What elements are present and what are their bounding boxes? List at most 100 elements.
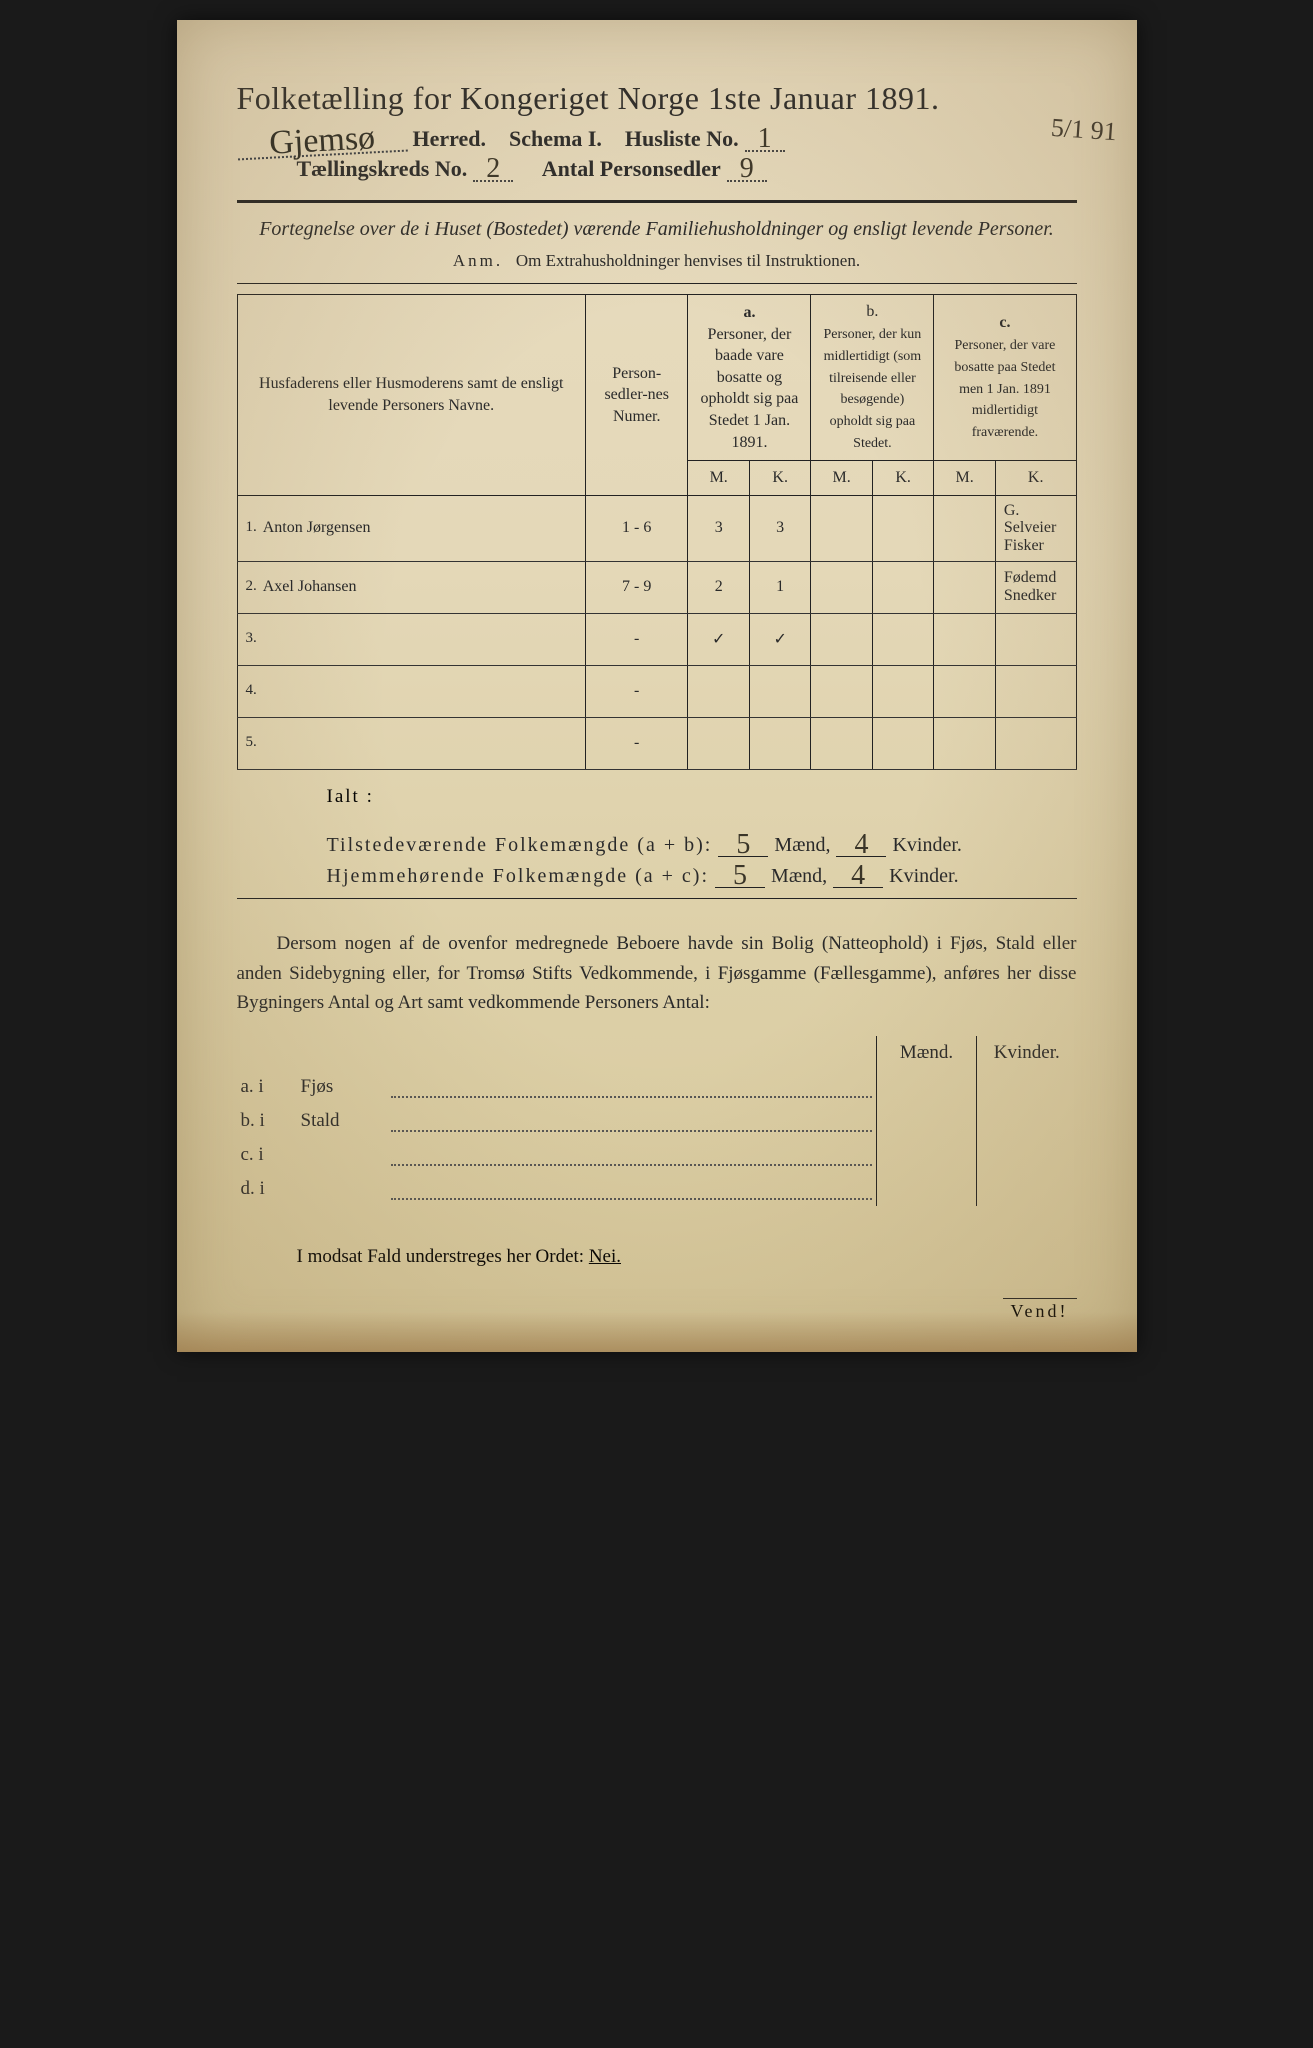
totals-block: Tilstedeværende Folkemængde (a + b): 5 M…: [327, 834, 1077, 889]
dot-leader: [391, 1084, 873, 1098]
bldg-k-cell: [977, 1070, 1077, 1104]
b-k-cell: [872, 613, 933, 665]
herred-label: Herred.: [413, 126, 487, 152]
col-header-a: a.Personer, der baade vare bosatte og op…: [688, 295, 811, 461]
name-cell: 2.Axel Johansen: [237, 561, 585, 613]
census-table: Husfaderens eller Husmoderens samt de en…: [237, 294, 1077, 769]
footer-line: I modsat Fald understreges her Ordet: Ne…: [297, 1246, 1077, 1268]
bldg-k-cell: [977, 1104, 1077, 1138]
sedler-cell: 7 - 9: [585, 561, 687, 613]
bldg-key: b. i: [237, 1104, 297, 1138]
herred-value: Gjemsø: [236, 123, 407, 161]
divider: [237, 200, 1077, 203]
kreds-value: 2: [473, 158, 513, 182]
a-m-cell: [688, 665, 749, 717]
bldg-head-female: Kvinder.: [977, 1036, 1077, 1070]
building-row: a. iFjøs: [237, 1070, 1077, 1104]
bldg-m-cell: [877, 1070, 977, 1104]
totals-present: Tilstedeværende Folkemængde (a + b): 5 M…: [327, 834, 1077, 857]
antal-label: Antal Personsedler: [542, 156, 721, 182]
bldg-key: c. i: [237, 1138, 297, 1172]
c-m-cell: [934, 665, 995, 717]
bldg-label: Stald: [297, 1104, 387, 1138]
sedler-cell: 1 - 6: [585, 495, 687, 561]
col-k: K.: [749, 461, 810, 496]
table-row: 1.Anton Jørgensen1 - 633G. Selveier Fisk…: [237, 495, 1076, 561]
name-cell: 1.Anton Jørgensen: [237, 495, 585, 561]
a-k-cell: 3: [749, 495, 810, 561]
table-row: 2.Axel Johansen7 - 921 Fødemd Snedker: [237, 561, 1076, 613]
husliste-label: Husliste No.: [625, 126, 739, 152]
b-m-cell: [811, 561, 872, 613]
col-header-b: b.Personer, der kun midlertidigt (som ti…: [811, 295, 934, 461]
b-k-cell: [872, 561, 933, 613]
dot-leader: [391, 1186, 873, 1200]
bldg-m-cell: [877, 1138, 977, 1172]
schema-label: Schema I.: [509, 126, 602, 152]
b-k-cell: [872, 495, 933, 561]
b-m-cell: [811, 717, 872, 769]
col-header-name: Husfaderens eller Husmoderens samt de en…: [237, 295, 585, 496]
bldg-key: d. i: [237, 1172, 297, 1206]
subheading: Fortegnelse over de i Huset (Bostedet) v…: [237, 215, 1077, 243]
b-k-cell: [872, 665, 933, 717]
resident-male: 5: [715, 865, 765, 888]
c-m-cell: [934, 561, 995, 613]
table-row: 4.-: [237, 665, 1076, 717]
sedler-cell: -: [585, 717, 687, 769]
a-k-cell: ✓: [749, 613, 810, 665]
table-row: 3.-✓✓: [237, 613, 1076, 665]
paper-stain: [177, 1312, 1137, 1352]
c-m-cell: [934, 495, 995, 561]
page-title: Folketælling for Kongeriget Norge 1ste J…: [237, 80, 1077, 117]
note-cell: [995, 665, 1076, 717]
a-m-cell: ✓: [688, 613, 749, 665]
building-row: b. iStald: [237, 1104, 1077, 1138]
bldg-k-cell: [977, 1138, 1077, 1172]
bldg-head-male: Mænd.: [877, 1036, 977, 1070]
b-m-cell: [811, 613, 872, 665]
col-m: M.: [934, 461, 995, 496]
a-k-cell: [749, 717, 810, 769]
note-cell: Fødemd Snedker: [995, 561, 1076, 613]
c-m-cell: [934, 613, 995, 665]
col-header-c: c.Personer, der vare bosatte paa Stedet …: [934, 295, 1076, 461]
b-k-cell: [872, 717, 933, 769]
header-row-1: Gjemsø Herred. Schema I. Husliste No. 1: [237, 123, 1077, 152]
col-m: M.: [811, 461, 872, 496]
antal-value: 9: [727, 158, 767, 182]
sedler-cell: -: [585, 665, 687, 717]
resident-female: 4: [833, 865, 883, 888]
col-k: K.: [872, 461, 933, 496]
building-row: d. i: [237, 1172, 1077, 1206]
name-cell: 5.: [237, 717, 585, 769]
a-m-cell: 2: [688, 561, 749, 613]
divider: [237, 283, 1077, 284]
divider: [237, 898, 1077, 899]
dot-leader: [391, 1152, 873, 1166]
anm-note: Anm. Om Extrahusholdninger henvises til …: [237, 251, 1077, 271]
note-cell: G. Selveier Fisker: [995, 495, 1076, 561]
note-cell: [995, 613, 1076, 665]
present-male: 5: [718, 834, 768, 857]
husliste-value: 1: [745, 128, 785, 152]
ialt-label: Ialt :: [327, 786, 1077, 808]
a-k-cell: 1: [749, 561, 810, 613]
dot-leader: [391, 1118, 873, 1132]
buildings-table: Mænd. Kvinder. a. iFjøsb. iStaldc. id. i: [237, 1036, 1077, 1206]
table-row: 5.-: [237, 717, 1076, 769]
a-k-cell: [749, 665, 810, 717]
b-m-cell: [811, 495, 872, 561]
building-row: c. i: [237, 1138, 1077, 1172]
b-m-cell: [811, 665, 872, 717]
present-female: 4: [836, 834, 886, 857]
buildings-paragraph: Dersom nogen af de ovenfor medregnede Be…: [237, 929, 1077, 1017]
bldg-key: a. i: [237, 1070, 297, 1104]
totals-resident: Hjemmehørende Folkemængde (a + c): 5 Mæn…: [327, 865, 1077, 888]
bldg-label: [297, 1172, 387, 1206]
bldg-m-cell: [877, 1172, 977, 1206]
col-header-number: Person-sedler-nes Numer.: [585, 295, 687, 496]
footer-nei: Nei.: [589, 1246, 621, 1267]
col-k: K.: [995, 461, 1076, 496]
a-m-cell: [688, 717, 749, 769]
